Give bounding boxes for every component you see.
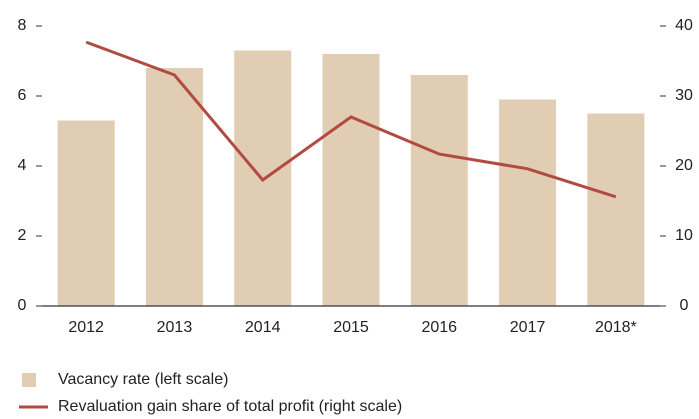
y-tick-label: 0 bbox=[18, 297, 27, 314]
legend-swatch bbox=[22, 373, 36, 387]
bar bbox=[410, 75, 468, 306]
y2-tick-label: 20 bbox=[675, 157, 693, 174]
y2-tick-label: 10 bbox=[675, 227, 693, 244]
y-tick-label: 2 bbox=[18, 227, 27, 244]
bar bbox=[499, 99, 557, 306]
x-tick-label: 2018* bbox=[595, 319, 637, 336]
y2-tick-label: 30 bbox=[675, 87, 693, 104]
y2-tick-label: 0 bbox=[680, 297, 689, 314]
y-tick-label: 4 bbox=[18, 157, 27, 174]
line bbox=[85, 40, 617, 199]
y-tick-label: 6 bbox=[18, 87, 27, 104]
legend-label: Vacancy rate (left scale) bbox=[58, 371, 228, 388]
y2-tick-label: 40 bbox=[675, 17, 693, 34]
x-tick-label: 2013 bbox=[157, 319, 193, 336]
legend-label: Revaluation gain share of total profit (… bbox=[58, 398, 402, 415]
bar bbox=[145, 68, 203, 306]
bar bbox=[322, 54, 380, 306]
x-tick-label: 2012 bbox=[68, 319, 104, 336]
x-tick-label: 2014 bbox=[245, 319, 281, 336]
bar bbox=[587, 113, 645, 306]
x-tick-label: 2016 bbox=[421, 319, 457, 336]
bar bbox=[57, 120, 115, 306]
x-tick-label: 2017 bbox=[510, 319, 546, 336]
y-tick-label: 8 bbox=[18, 17, 27, 34]
x-tick-label: 2015 bbox=[333, 319, 369, 336]
